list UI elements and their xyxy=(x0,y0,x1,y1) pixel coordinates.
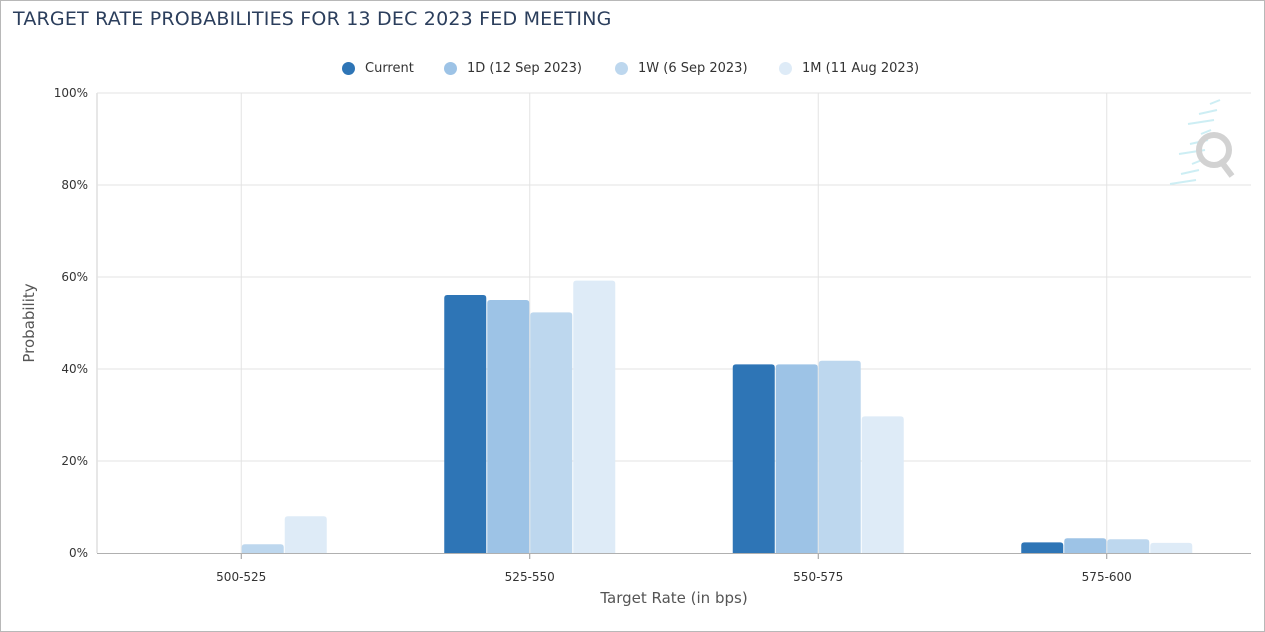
bar[interactable] xyxy=(530,312,573,553)
bar[interactable] xyxy=(487,300,530,553)
legend-label-1d: 1D (12 Sep 2023) xyxy=(467,60,582,76)
x-tick-label: 550-575 xyxy=(793,570,843,584)
legend-marker-1m xyxy=(779,61,792,75)
y-axis-ticks: 0% 20% 40% 60% 80% 100% xyxy=(54,86,88,560)
watermark-stroke xyxy=(1200,129,1212,135)
bar[interactable] xyxy=(284,516,327,553)
watermark-logo xyxy=(1169,99,1235,185)
legend-item-1m[interactable]: 1M (11 Aug 2023) xyxy=(779,58,919,78)
watermark-stroke xyxy=(1198,109,1218,115)
y-tick-label: 0% xyxy=(69,546,88,560)
y-tick-label: 40% xyxy=(61,362,88,376)
bar[interactable] xyxy=(1021,542,1064,553)
x-axis-ticks: 500-525 525-550 550-575 575-600 xyxy=(216,553,1132,584)
bar[interactable] xyxy=(818,360,861,553)
chart-title: TARGET RATE PROBABILITIES FOR 13 DEC 202… xyxy=(13,8,612,30)
x-axis-label: Target Rate (in bps) xyxy=(599,589,747,607)
watermark-stroke xyxy=(1180,169,1200,175)
watermark-q-ring xyxy=(1196,132,1232,168)
bar[interactable] xyxy=(1150,542,1193,553)
legend-item-1d[interactable]: 1D (12 Sep 2023) xyxy=(444,58,582,78)
y-tick-label: 60% xyxy=(61,270,88,284)
y-tick-label: 80% xyxy=(61,178,88,192)
x-tick-label: 525-550 xyxy=(505,570,555,584)
y-tick-label: 20% xyxy=(61,454,88,468)
x-tick-label: 500-525 xyxy=(216,570,266,584)
legend-marker-1d xyxy=(444,61,457,75)
bar[interactable] xyxy=(573,280,616,553)
bar[interactable] xyxy=(1064,538,1107,553)
bar[interactable] xyxy=(444,294,487,553)
y-tick-label: 100% xyxy=(54,86,88,100)
watermark-stroke xyxy=(1187,119,1215,125)
watermark-stroke xyxy=(1169,179,1197,185)
legend-label-1w: 1W (6 Sep 2023) xyxy=(638,60,748,76)
legend-item-1w[interactable]: 1W (6 Sep 2023) xyxy=(615,58,748,78)
legend-item-current[interactable]: Current xyxy=(342,58,414,78)
legend-label-current: Current xyxy=(365,60,414,76)
legend-label-1m: 1M (11 Aug 2023) xyxy=(802,60,920,76)
bar[interactable] xyxy=(775,364,818,553)
bar[interactable] xyxy=(861,416,904,553)
x-tick-label: 575-600 xyxy=(1082,570,1132,584)
gridlines xyxy=(96,92,1251,553)
watermark-q-tail xyxy=(1217,158,1235,178)
legend-marker-current xyxy=(342,61,355,75)
y-axis-label: Probability xyxy=(20,283,38,362)
legend: Current 1D (12 Sep 2023) 1W (6 Sep 2023)… xyxy=(0,58,1265,78)
bar[interactable] xyxy=(732,364,775,553)
bar[interactable] xyxy=(241,544,284,553)
legend-marker-1w xyxy=(615,61,628,75)
bar-groups xyxy=(241,280,1193,553)
watermark-stroke xyxy=(1209,99,1221,105)
bar[interactable] xyxy=(1107,539,1150,553)
